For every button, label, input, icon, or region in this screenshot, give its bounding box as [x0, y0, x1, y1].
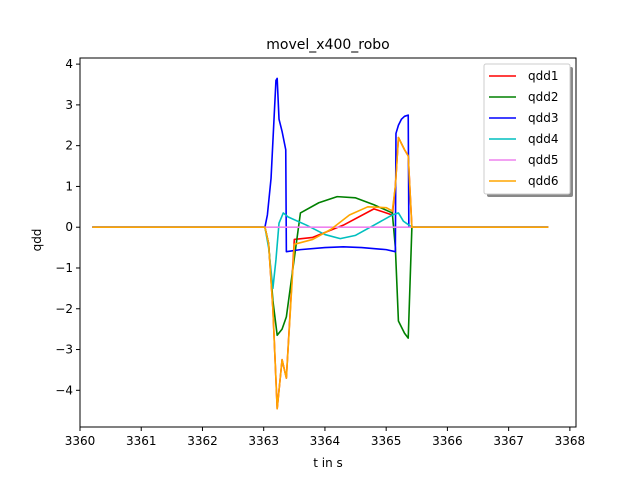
legend: qdd1 qdd2 qdd3 qdd4 qdd5 qdd6	[483, 63, 573, 197]
legend-label-qdd1: qdd1	[528, 69, 559, 83]
y-tick-label: −1	[55, 261, 73, 275]
legend-label-qdd6: qdd6	[528, 174, 559, 188]
y-tick-label: −4	[55, 383, 73, 397]
legend-label-qdd2: qdd2	[528, 90, 559, 104]
y-tick-label: 1	[65, 179, 73, 193]
x-tick-label: 3367	[493, 434, 524, 448]
series-line-qdd4	[92, 212, 549, 290]
y-axis-label: qdd	[30, 229, 44, 252]
series-line-qdd3	[92, 77, 549, 253]
plot-area	[92, 77, 549, 410]
legend-label-qdd4: qdd4	[528, 132, 559, 146]
x-tick-label: 3363	[248, 434, 279, 448]
x-axis-label: t in s	[313, 456, 343, 470]
x-tick-label: 3361	[126, 434, 157, 448]
y-tick-label: 4	[65, 57, 73, 71]
x-tick-label: 3360	[65, 434, 96, 448]
x-tick-label: 3366	[432, 434, 463, 448]
x-tick-label: 3364	[310, 434, 341, 448]
x-tick-label: 3368	[555, 434, 586, 448]
x-tick-label: 3365	[371, 434, 402, 448]
y-tick-label: 0	[65, 220, 73, 234]
legend-label-qdd5: qdd5	[528, 153, 559, 167]
chart-title: movel_x400_robo	[266, 37, 389, 53]
y-tick-label: −2	[55, 302, 73, 316]
axes	[79, 57, 577, 428]
axes-frame	[79, 57, 577, 428]
series-line-qdd6	[92, 136, 549, 410]
legend-label-qdd3: qdd3	[528, 111, 559, 125]
ticks: 3360 3361 3362 3363 3364 3365 3366 3367 3368 −4 −3…	[55, 57, 585, 448]
y-tick-label: 2	[65, 139, 73, 153]
y-tick-label: 3	[65, 98, 73, 112]
y-tick-label: −3	[55, 343, 73, 357]
x-tick-label: 3362	[187, 434, 218, 448]
